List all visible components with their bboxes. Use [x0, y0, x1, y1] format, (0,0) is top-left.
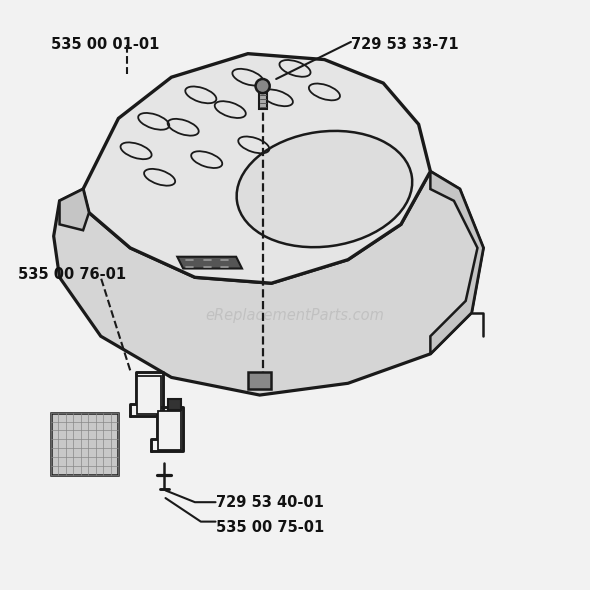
Text: 535 00 01-01: 535 00 01-01 — [51, 37, 159, 53]
Bar — [169, 399, 181, 410]
Text: 535 00 76-01: 535 00 76-01 — [18, 267, 126, 282]
Text: 535 00 75-01: 535 00 75-01 — [215, 520, 324, 535]
Text: eReplacementParts.com: eReplacementParts.com — [205, 308, 385, 323]
Text: 729 53 40-01: 729 53 40-01 — [215, 494, 323, 510]
Polygon shape — [430, 171, 483, 354]
Ellipse shape — [237, 131, 412, 247]
Polygon shape — [83, 54, 430, 283]
Polygon shape — [51, 413, 119, 474]
FancyBboxPatch shape — [248, 372, 271, 389]
Polygon shape — [60, 189, 89, 230]
Polygon shape — [137, 376, 161, 415]
Polygon shape — [158, 411, 181, 450]
Polygon shape — [54, 171, 483, 395]
Text: 729 53 33-71: 729 53 33-71 — [351, 37, 458, 53]
Circle shape — [255, 79, 270, 93]
FancyBboxPatch shape — [258, 93, 267, 109]
Polygon shape — [177, 257, 242, 268]
